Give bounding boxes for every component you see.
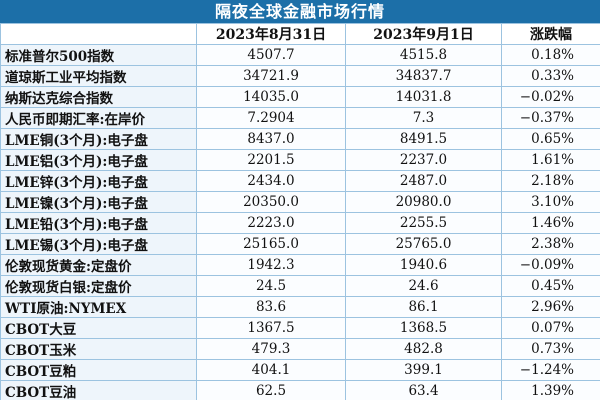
table-row: CBOT豆粕 404.1 399.1 −1.24% — [0, 359, 600, 381]
row-date2-cell: 4515.8 — [345, 44, 502, 66]
header-cell-date1: 2023年8月31日 — [196, 23, 346, 45]
row-change-cell: 1.61% — [501, 149, 600, 171]
row-change-cell: −0.37% — [501, 107, 600, 129]
row-name-cell: WTI原油:NYMEX — [0, 296, 197, 318]
row-date1-cell: 479.3 — [196, 338, 346, 360]
row-name-cell: LME镍(3个月):电子盘 — [0, 191, 197, 213]
row-change-cell: −0.09% — [501, 254, 600, 276]
table-row: WTI原油:NYMEX 83.6 86.1 2.96% — [0, 296, 600, 318]
row-name-cell: 纳斯达克综合指数 — [0, 86, 197, 108]
row-date2-cell: 63.4 — [345, 380, 502, 400]
row-name-cell: CBOT豆粕 — [0, 359, 197, 381]
table-row: 道琼斯工业平均指数 34721.9 34837.7 0.33% — [0, 65, 600, 87]
row-date2-cell: 1368.5 — [345, 317, 502, 339]
table-row: CBOT大豆 1367.5 1368.5 0.07% — [0, 317, 600, 339]
table-body: 标准普尔500指数 4507.7 4515.8 0.18% 道琼斯工业平均指数 34721… — [0, 44, 600, 400]
row-name-cell: 伦敦现货黄金:定盘价 — [0, 254, 197, 276]
table-row: CBOT玉米 479.3 482.8 0.73% — [0, 338, 600, 360]
row-change-cell: 0.73% — [501, 338, 600, 360]
table-title: 隔夜全球金融市场行情 — [0, 0, 600, 23]
row-name-cell: 标准普尔500指数 — [0, 44, 197, 66]
row-change-cell: 0.45% — [501, 275, 600, 297]
market-table: 2023年8月31日 2023年9月1日 涨跌幅 标准普尔500指数 4507.7… — [0, 23, 600, 400]
row-change-cell: 0.65% — [501, 128, 600, 150]
row-date1-cell: 25165.0 — [196, 233, 346, 255]
table-row: LME锡(3个月):电子盘 25165.0 25765.0 2.38% — [0, 233, 600, 255]
header-cell-date2: 2023年9月1日 — [345, 23, 502, 45]
row-change-cell: −0.02% — [501, 86, 600, 108]
row-date2-cell: 20980.0 — [345, 191, 502, 213]
row-change-cell: 2.18% — [501, 170, 600, 192]
table-row: LME锌(3个月):电子盘 2434.0 2487.0 2.18% — [0, 170, 600, 192]
row-date1-cell: 404.1 — [196, 359, 346, 381]
row-name-cell: LME锌(3个月):电子盘 — [0, 170, 197, 192]
header-cell-change: 涨跌幅 — [501, 23, 600, 45]
row-name-cell: LME铝(3个月):电子盘 — [0, 149, 197, 171]
row-date1-cell: 83.6 — [196, 296, 346, 318]
row-date2-cell: 14031.8 — [345, 86, 502, 108]
row-date1-cell: 20350.0 — [196, 191, 346, 213]
row-date1-cell: 7.2904 — [196, 107, 346, 129]
table-row: 纳斯达克综合指数 14035.0 14031.8 −0.02% — [0, 86, 600, 108]
row-change-cell: 0.18% — [501, 44, 600, 66]
row-date2-cell: 8491.5 — [345, 128, 502, 150]
table-row: LME铝(3个月):电子盘 2201.5 2237.0 1.61% — [0, 149, 600, 171]
row-name-cell: CBOT玉米 — [0, 338, 197, 360]
row-date1-cell: 62.5 — [196, 380, 346, 400]
row-name-cell: 伦敦现货白银:定盘价 — [0, 275, 197, 297]
row-date2-cell: 2487.0 — [345, 170, 502, 192]
row-date2-cell: 34837.7 — [345, 65, 502, 87]
row-change-cell: 0.33% — [501, 65, 600, 87]
table-row: CBOT豆油 62.5 63.4 1.39% — [0, 380, 600, 400]
row-name-cell: CBOT大豆 — [0, 317, 197, 339]
row-date1-cell: 24.5 — [196, 275, 346, 297]
row-date2-cell: 482.8 — [345, 338, 502, 360]
table-row: 人民币即期汇率:在岸价 7.2904 7.3 −0.37% — [0, 107, 600, 129]
row-date2-cell: 7.3 — [345, 107, 502, 129]
row-name-cell: LME铅(3个月):电子盘 — [0, 212, 197, 234]
table-row: LME铜(3个月):电子盘 8437.0 8491.5 0.65% — [0, 128, 600, 150]
row-name-cell: CBOT豆油 — [0, 380, 197, 400]
row-date1-cell: 1942.3 — [196, 254, 346, 276]
row-date2-cell: 2255.5 — [345, 212, 502, 234]
row-change-cell: 2.38% — [501, 233, 600, 255]
table-row: 伦敦现货黄金:定盘价 1942.3 1940.6 −0.09% — [0, 254, 600, 276]
row-name-cell: 道琼斯工业平均指数 — [0, 65, 197, 87]
row-change-cell: 3.10% — [501, 191, 600, 213]
row-change-cell: −1.24% — [501, 359, 600, 381]
row-change-cell: 1.39% — [501, 380, 600, 400]
row-date2-cell: 399.1 — [345, 359, 502, 381]
row-date1-cell: 1367.5 — [196, 317, 346, 339]
row-date2-cell: 1940.6 — [345, 254, 502, 276]
row-date2-cell: 24.6 — [345, 275, 502, 297]
table-row: LME铅(3个月):电子盘 2223.0 2255.5 1.46% — [0, 212, 600, 234]
header-row: 2023年8月31日 2023年9月1日 涨跌幅 — [0, 23, 600, 45]
row-name-cell: LME铜(3个月):电子盘 — [0, 128, 197, 150]
row-change-cell: 1.46% — [501, 212, 600, 234]
row-date2-cell: 2237.0 — [345, 149, 502, 171]
row-date1-cell: 14035.0 — [196, 86, 346, 108]
row-name-cell: 人民币即期汇率:在岸价 — [0, 107, 197, 129]
table-row: 标准普尔500指数 4507.7 4515.8 0.18% — [0, 44, 600, 66]
table-row: 伦敦现货白银:定盘价 24.5 24.6 0.45% — [0, 275, 600, 297]
row-date1-cell: 8437.0 — [196, 128, 346, 150]
row-date1-cell: 2434.0 — [196, 170, 346, 192]
table-row: LME镍(3个月):电子盘 20350.0 20980.0 3.10% — [0, 191, 600, 213]
row-name-cell: LME锡(3个月):电子盘 — [0, 233, 197, 255]
row-date1-cell: 4507.7 — [196, 44, 346, 66]
row-date1-cell: 2201.5 — [196, 149, 346, 171]
header-cell-name — [0, 23, 197, 45]
row-date2-cell: 25765.0 — [345, 233, 502, 255]
row-date1-cell: 2223.0 — [196, 212, 346, 234]
row-change-cell: 2.96% — [501, 296, 600, 318]
row-change-cell: 0.07% — [501, 317, 600, 339]
row-date1-cell: 34721.9 — [196, 65, 346, 87]
row-date2-cell: 86.1 — [345, 296, 502, 318]
